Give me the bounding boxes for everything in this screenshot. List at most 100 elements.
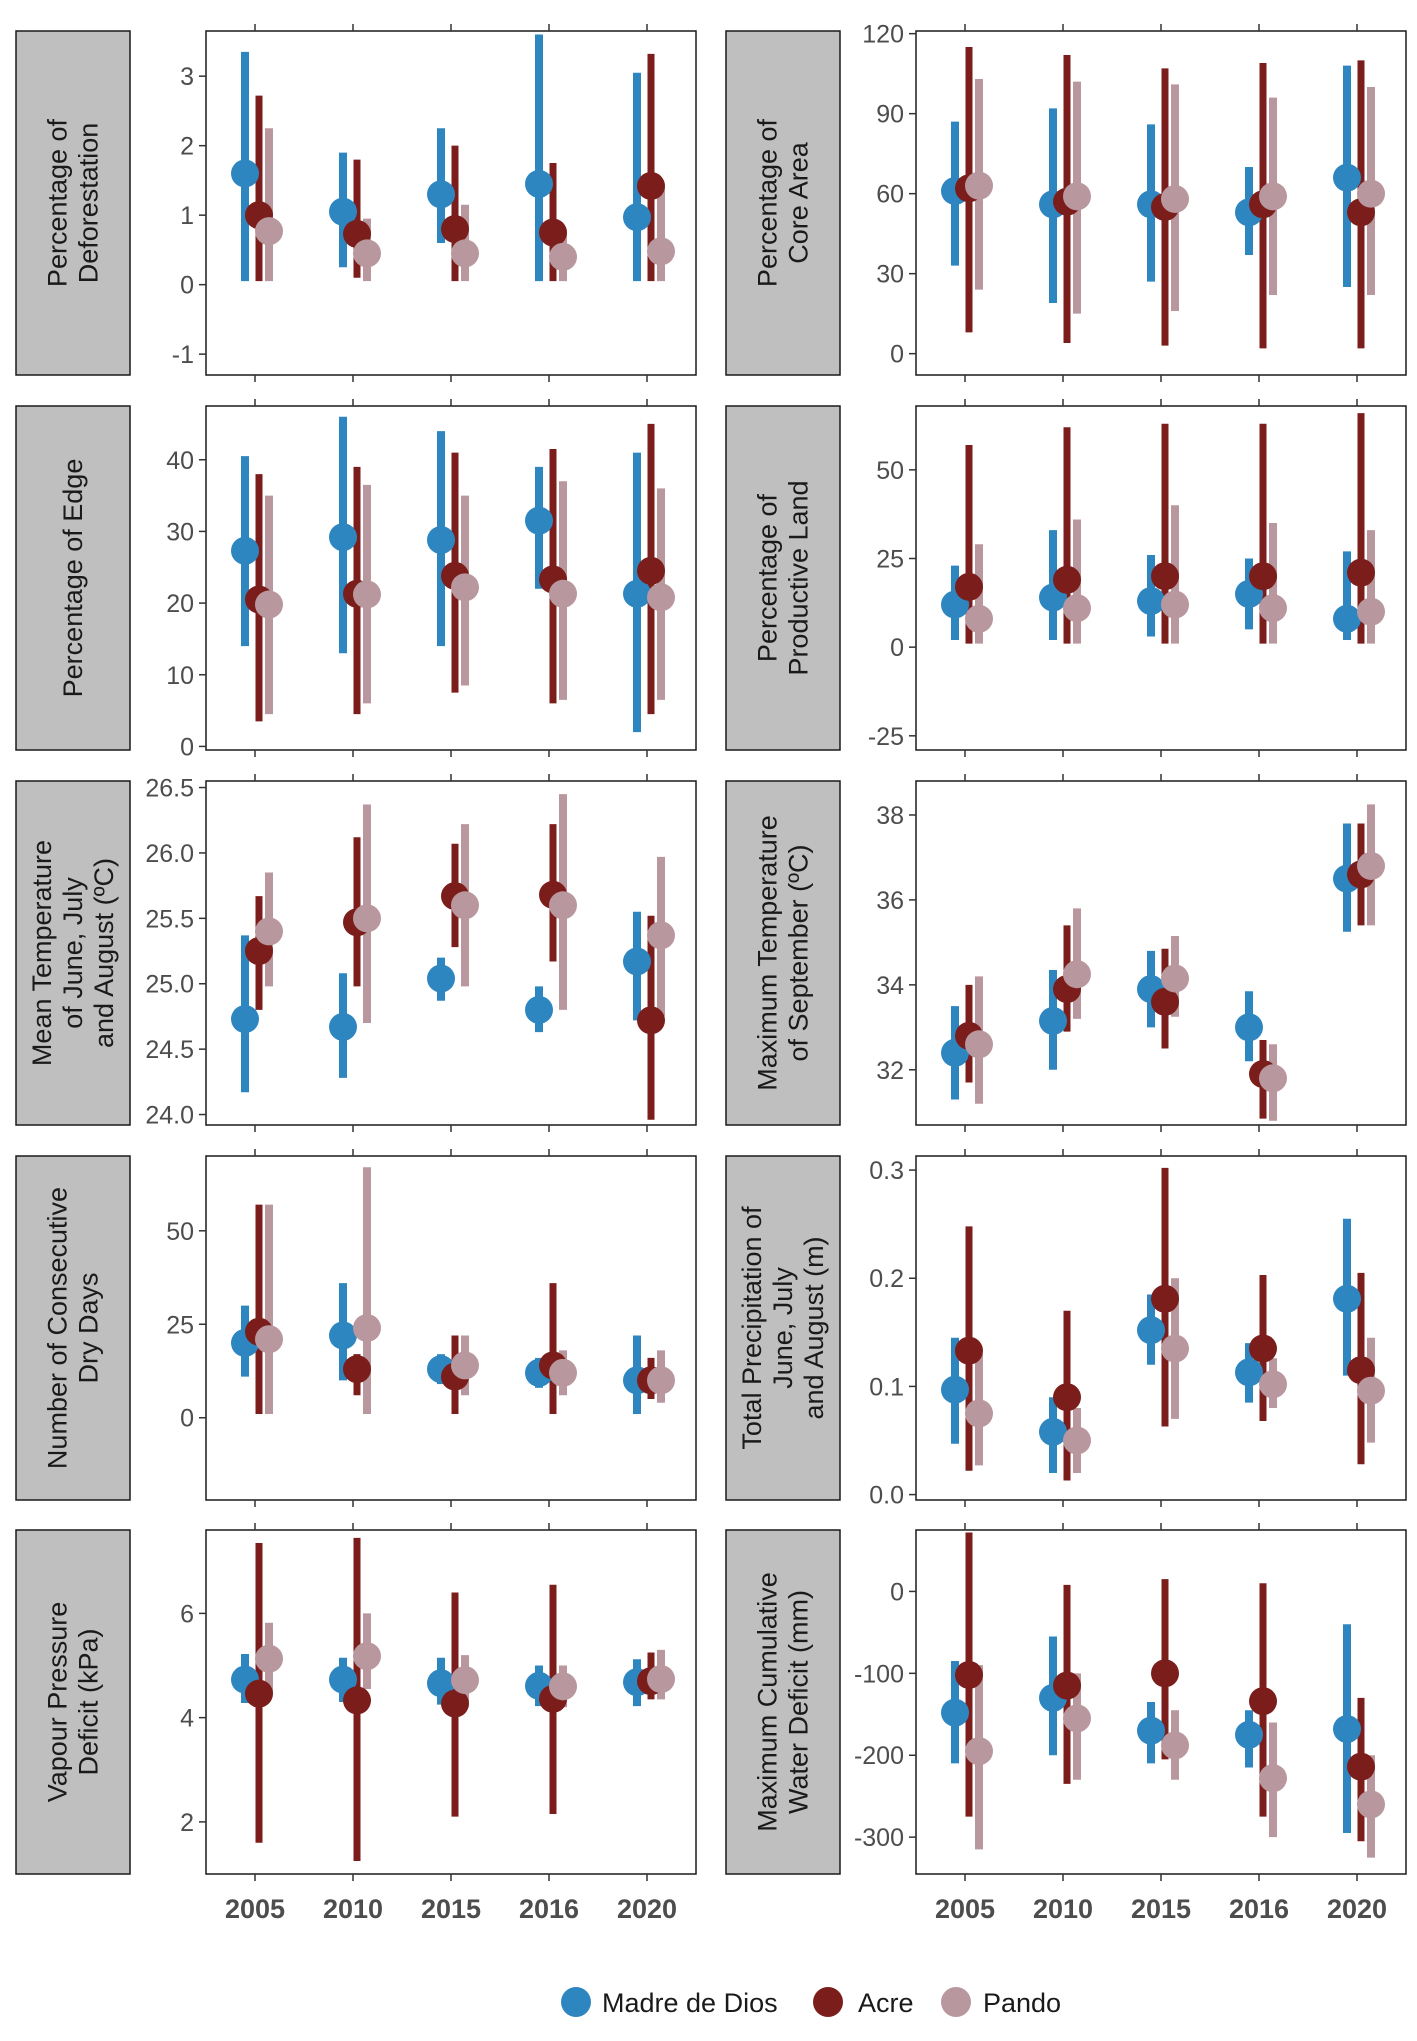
strip-label: Percentage ofProductive Land	[753, 480, 814, 675]
mean-point	[451, 239, 479, 268]
mean-point	[965, 604, 993, 633]
strip-label-line: of June, July	[58, 877, 88, 1029]
y-tick-label: 38	[876, 802, 904, 830]
points-pando	[255, 217, 675, 271]
points-pando	[965, 171, 1385, 213]
y-tick-label: 25	[166, 1311, 194, 1339]
mean-point	[1053, 565, 1081, 594]
mean-point	[525, 506, 553, 535]
mean-point	[1347, 1752, 1375, 1781]
panel-deforestation: Percentage ofDeforestation -1 0 1 2 3	[15, 24, 697, 382]
mean-point	[549, 1672, 577, 1701]
legend-key	[813, 1987, 843, 2017]
mean-point	[427, 526, 455, 555]
points-pando	[965, 851, 1385, 1093]
y-tick-label: 60	[876, 181, 904, 209]
mean-point	[343, 1355, 371, 1384]
mean-point	[1161, 1334, 1189, 1363]
legend-label: Pando	[983, 1988, 1061, 2018]
mean-point	[1063, 1426, 1091, 1455]
strip-box	[15, 1155, 131, 1501]
mean-point	[637, 171, 665, 200]
strip-label: Total Precipitation ofJune, Julyand Augu…	[737, 1206, 829, 1450]
strip-box	[725, 1155, 841, 1501]
strip-label: Percentage ofCore Area	[753, 118, 814, 287]
points-pando	[255, 1642, 675, 1701]
mean-point	[1137, 1316, 1165, 1345]
mean-point	[255, 590, 283, 619]
x-tick-label: 2005	[225, 1894, 285, 1924]
y-tick-label: 24.5	[145, 1036, 194, 1064]
x-axes-layer: 2005 2010 2015 2016 2020 2005 2010 2015 2016 2020	[225, 1894, 1387, 1924]
y-tick-label: 0	[180, 1405, 194, 1433]
strip-box	[15, 1529, 131, 1875]
mean-point	[441, 215, 469, 244]
strip-label-line: Deficit (kPa)	[74, 1628, 104, 1775]
mean-point	[451, 1666, 479, 1695]
mean-point	[637, 1006, 665, 1035]
y-tick-label: 3	[180, 63, 194, 91]
y-tick-label: 2	[180, 133, 194, 161]
y-tick-label: 20	[166, 590, 194, 618]
x-tick-label: 2015	[1131, 1894, 1191, 1924]
mean-point	[1333, 1284, 1361, 1313]
mean-point	[1249, 1334, 1277, 1363]
mean-point	[1235, 1720, 1263, 1749]
mean-point	[1235, 1013, 1263, 1042]
mean-point	[549, 579, 577, 608]
points-acre	[245, 171, 665, 248]
points-pando	[965, 590, 1385, 633]
x-tick-label: 2020	[1327, 1894, 1387, 1924]
y-tick-label: 30	[876, 261, 904, 289]
mean-point	[965, 171, 993, 200]
strip-label-line: Deforestation	[74, 123, 104, 284]
mean-point	[623, 579, 651, 608]
strip-label: Vapour PressureDeficit (kPa)	[43, 1602, 104, 1803]
points-madre-de-dios	[941, 1683, 1361, 1749]
y-tick-label: 24.0	[145, 1102, 194, 1130]
mean-point	[623, 203, 651, 232]
mean-point	[1357, 597, 1385, 626]
mean-point	[1137, 587, 1165, 616]
strip-box	[725, 1529, 841, 1875]
y-tick-label: 0	[890, 634, 904, 662]
mean-point	[353, 1314, 381, 1342]
mean-point	[647, 1665, 675, 1694]
x-tick-label: 2016	[519, 1894, 579, 1924]
panel-vpd: Vapour PressureDeficit (kPa) 2 4 6	[15, 1523, 697, 1881]
mean-point	[1259, 1370, 1287, 1399]
y-tick-label: 10	[166, 662, 194, 690]
panels-layer: Percentage ofDeforestation-10123Percenta…	[15, 21, 1407, 1881]
mean-point	[1151, 562, 1179, 591]
strip-box	[15, 30, 131, 376]
mean-point	[1333, 163, 1361, 192]
legend-item-pando: Pando	[941, 1987, 1061, 2018]
points-madre-de-dios	[231, 159, 651, 232]
mean-point	[329, 523, 357, 552]
panel-mean-temperature: Mean Temperatureof June, Julyand August …	[15, 774, 697, 1132]
mean-point	[955, 1660, 983, 1689]
strip-label-line: Percentage of Edge	[58, 459, 88, 698]
y-tick-label: 0.3	[869, 1157, 904, 1185]
mean-point	[941, 1698, 969, 1727]
y-tick-label: 90	[876, 101, 904, 129]
y-tick-label: 26.0	[145, 840, 194, 868]
mean-point	[427, 180, 455, 209]
mean-point	[1357, 1790, 1385, 1819]
mean-point	[451, 1351, 479, 1380]
y-tick-label: 0	[890, 341, 904, 369]
panel-precipitation: Total Precipitation ofJune, Julyand Augu…	[725, 1149, 1407, 1510]
mean-point	[539, 218, 567, 247]
plot-frame	[205, 780, 697, 1126]
strip-label-line: Number of Consecutive	[43, 1187, 73, 1469]
x-tick-label: 2010	[1033, 1894, 1093, 1924]
mean-point	[231, 536, 259, 565]
strip-box	[725, 780, 841, 1126]
mean-point	[965, 1737, 993, 1766]
legend: Madre de Dios Acre Pando	[561, 1987, 1061, 2018]
mean-point	[231, 159, 259, 188]
plot-frame	[915, 1529, 1407, 1875]
panel-max-temperature: Maximum Temperatureof September (ºC) 32 34…	[725, 774, 1407, 1132]
legend-item-madre-de-dios: Madre de Dios	[561, 1987, 778, 2018]
mean-point	[1063, 182, 1091, 211]
